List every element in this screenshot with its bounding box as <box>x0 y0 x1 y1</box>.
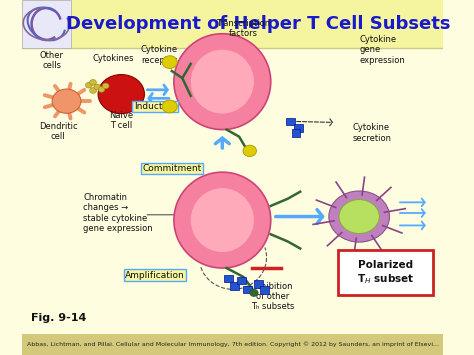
Text: Other
cells: Other cells <box>40 51 64 70</box>
Circle shape <box>90 80 96 85</box>
Bar <box>22 0 71 48</box>
Ellipse shape <box>191 188 254 252</box>
Circle shape <box>52 89 81 113</box>
Text: Cytokines: Cytokines <box>92 54 134 63</box>
Bar <box>22 0 443 48</box>
Circle shape <box>329 191 390 242</box>
Text: Dendritic
cell: Dendritic cell <box>39 122 77 141</box>
Text: Polarized: Polarized <box>358 260 413 270</box>
Text: Cytokine
gene
expression: Cytokine gene expression <box>359 35 405 65</box>
Text: Abbas, Lichtman, and Pillai. Cellular and Molecular Immunology, 7th edition. Cop: Abbas, Lichtman, and Pillai. Cellular an… <box>27 342 439 347</box>
Circle shape <box>90 88 96 93</box>
Ellipse shape <box>174 34 271 130</box>
Text: Inhibition
of other
Tₕ subsets: Inhibition of other Tₕ subsets <box>251 282 294 311</box>
Text: Chromatin
changes →
stable cytokine
gene expression: Chromatin changes → stable cytokine gene… <box>83 193 153 233</box>
Circle shape <box>98 75 145 114</box>
Circle shape <box>102 83 109 89</box>
Text: Induction: Induction <box>134 102 176 111</box>
Text: Commitment: Commitment <box>142 164 201 173</box>
Circle shape <box>250 289 258 296</box>
Circle shape <box>98 87 105 92</box>
Ellipse shape <box>174 172 271 268</box>
Circle shape <box>243 145 256 157</box>
Text: Fig. 9-14: Fig. 9-14 <box>31 313 86 323</box>
Ellipse shape <box>191 50 254 114</box>
Bar <box>22 334 443 355</box>
Text: Cytokine
secretion: Cytokine secretion <box>353 124 392 143</box>
Circle shape <box>339 200 379 234</box>
Text: T$_H$ subset: T$_H$ subset <box>357 272 414 286</box>
Circle shape <box>94 84 100 90</box>
Text: Transcription
factors: Transcription factors <box>216 19 271 38</box>
Text: Naive
T cell: Naive T cell <box>109 111 133 130</box>
Circle shape <box>162 56 177 69</box>
Text: Development of Helper T Cell Subsets: Development of Helper T Cell Subsets <box>66 15 450 33</box>
Text: Amplification: Amplification <box>125 271 185 280</box>
Circle shape <box>85 82 92 88</box>
FancyBboxPatch shape <box>338 250 433 295</box>
Circle shape <box>162 100 177 113</box>
Text: Cytokine
receptor: Cytokine receptor <box>141 45 178 65</box>
